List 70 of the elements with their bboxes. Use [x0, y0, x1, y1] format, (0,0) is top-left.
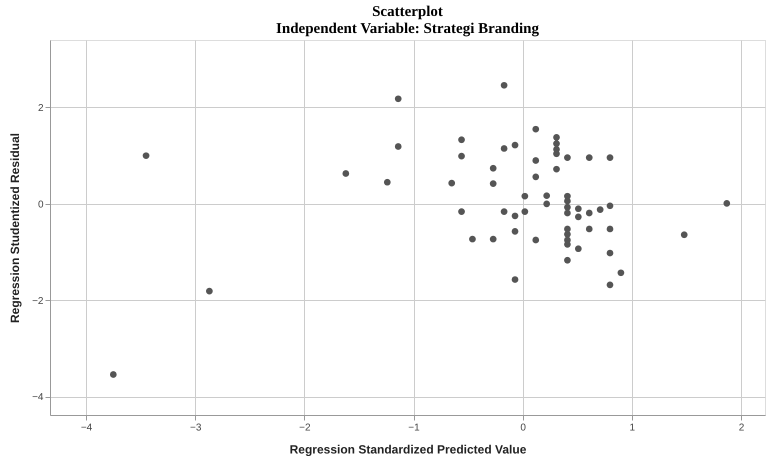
x-tick-label: −1 [408, 422, 420, 434]
point [564, 198, 571, 204]
y-tick-label: 0 [38, 199, 44, 210]
y-tick-label: −2 [32, 296, 44, 307]
x-tick-label: −3 [190, 422, 202, 434]
point [574, 245, 582, 252]
point [606, 226, 614, 232]
point [543, 200, 550, 208]
x-tick-label: −4 [80, 422, 93, 434]
point [458, 208, 465, 215]
point [553, 140, 560, 147]
point [606, 282, 614, 288]
point [586, 210, 593, 216]
point [586, 154, 593, 161]
point [543, 192, 550, 200]
point [206, 288, 213, 294]
x-tick-label: −2 [299, 422, 311, 434]
point [532, 236, 540, 244]
x-tick-label: 1 [630, 422, 636, 434]
point [512, 212, 518, 220]
point [618, 269, 624, 276]
point [448, 180, 456, 187]
y-axis-title: Regression Studentized Residual [8, 132, 22, 324]
point [606, 202, 614, 210]
point [110, 371, 117, 378]
point [394, 143, 402, 150]
x-tick-label: 0 [520, 422, 526, 434]
point [564, 256, 571, 264]
point [564, 241, 571, 248]
point [500, 145, 508, 152]
point [596, 206, 604, 214]
point [723, 200, 730, 207]
point [564, 230, 571, 238]
point [521, 192, 528, 200]
point [469, 236, 476, 242]
point [564, 154, 571, 161]
x-tick-label: 2 [738, 422, 745, 434]
point [532, 174, 540, 180]
point [553, 166, 560, 173]
point [342, 170, 350, 177]
y-tick-label: 2 [38, 102, 44, 114]
point [680, 231, 688, 238]
point [574, 205, 582, 212]
point [500, 82, 508, 89]
point [490, 164, 497, 172]
point [394, 95, 402, 102]
point [490, 180, 497, 187]
point [532, 157, 540, 164]
point [586, 226, 593, 232]
point [142, 152, 150, 160]
point [458, 136, 465, 144]
point [606, 250, 614, 256]
point [384, 178, 391, 186]
point [512, 142, 518, 148]
point [564, 210, 571, 216]
point [512, 228, 518, 235]
point [512, 276, 518, 283]
point [532, 126, 540, 133]
point [553, 134, 560, 141]
chart-title: Scatterplot [372, 4, 443, 20]
x-axis-title: Regression Standardized Predicted Value [290, 442, 527, 456]
point [458, 152, 465, 160]
point [500, 208, 508, 215]
chart-subtitle: Independent Variable: Strategi Branding [276, 21, 540, 37]
point [606, 154, 614, 161]
y-tick-label: −4 [32, 392, 44, 404]
point [490, 236, 497, 242]
point [564, 204, 571, 211]
point [521, 208, 528, 215]
point [574, 214, 582, 220]
